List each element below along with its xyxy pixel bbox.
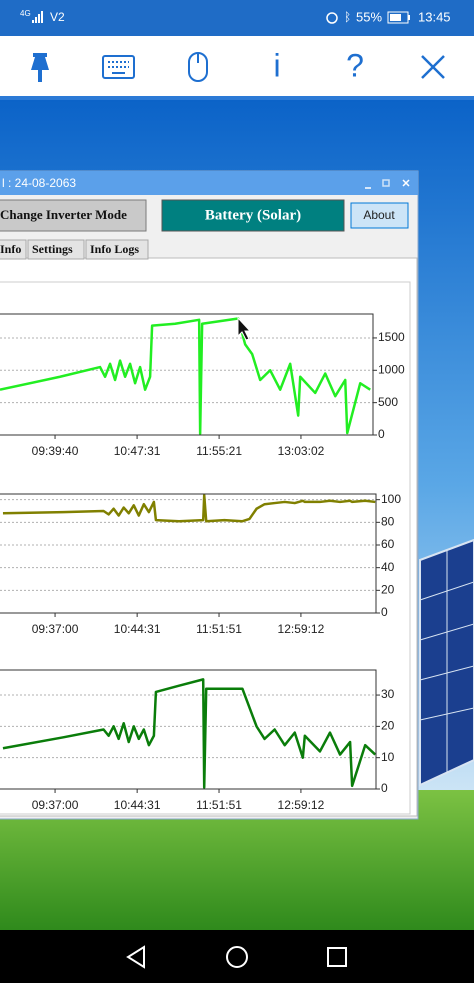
y-tick-label: 0 [378,427,385,441]
x-tick-label: 10:44:31 [114,622,161,636]
x-tick-label: 12:59:12 [278,622,325,636]
tab[interactable] [0,239,27,260]
y-tick-label: 80 [381,515,395,529]
window-titlebar [0,171,418,195]
help-button[interactable]: ? [346,47,364,83]
nav-bar [0,930,474,983]
x-tick-label: 11:55:21 [196,444,242,458]
data-line [2,493,376,523]
battery-button[interactable] [161,199,345,232]
tab[interactable] [27,239,85,260]
recents-button[interactable] [327,947,347,967]
y-tick-label: 0 [381,605,388,619]
info-button[interactable]: i [273,47,280,83]
about-button[interactable] [350,202,409,229]
x-tick-label: 13:03:02 [278,444,325,458]
mouse-button[interactable] [188,52,208,82]
pin-button[interactable] [31,53,49,82]
x-tick-label: 11:51:51 [196,622,242,636]
x-tick-label: 12:59:12 [278,798,325,812]
toolbar [0,36,474,100]
tab[interactable] [85,239,149,260]
signal-icon [32,11,43,23]
y-tick-label: 500 [378,395,398,409]
mouse-cursor [237,316,252,341]
battery-icon [387,11,410,24]
data-line [2,678,377,789]
y-tick-label: 20 [381,719,395,733]
y-tick-label: 10 [381,750,395,764]
y-tick-label: 30 [381,687,395,701]
window-title: l : 24-08-2063 [2,176,76,190]
tab-label: Settings [32,242,73,256]
battery-percent: 55% [356,9,382,24]
y-tick-label: 1000 [378,362,405,376]
plot-frame [0,493,377,614]
plot-frame [0,313,374,436]
home-button[interactable] [226,946,248,968]
status-bar [0,0,474,36]
bluetooth-icon: ᛒ [344,10,351,24]
y-tick-label: 20 [381,583,395,597]
x-tick-label: 10:47:31 [114,444,161,458]
alarm-icon [326,12,338,24]
data-line [0,317,371,435]
keyboard-button[interactable] [102,55,135,79]
about-label: About [363,208,395,222]
y-tick-label: 40 [381,560,395,574]
x-tick-label: 09:37:00 [32,798,79,812]
x-tick-label: 09:37:00 [32,622,79,636]
y-tick-label: 100 [381,492,401,506]
carrier: V2 [50,10,65,24]
toolbar-border [0,96,474,100]
y-tick-label: 1500 [378,330,405,344]
network-type: 4G [20,9,31,18]
change-mode-label: Change Inverter Mode [0,207,127,222]
tab-label: Info Logs [90,242,139,256]
x-tick-label: 11:51:51 [196,798,242,812]
window-controls[interactable] [365,179,410,189]
battery-label: Battery (Solar) [205,207,301,223]
plot-frame [0,669,377,790]
change-mode-button[interactable] [0,199,147,232]
close-button[interactable] [421,55,445,79]
y-tick-label: 60 [381,537,395,551]
x-tick-label: 09:39:40 [32,444,79,458]
back-button[interactable] [126,945,145,969]
y-tick-label: 0 [381,781,388,795]
clock: 13:45 [418,9,451,24]
tab-label: Info [0,242,21,256]
solar-panel [419,538,474,787]
x-tick-label: 10:44:31 [114,798,161,812]
